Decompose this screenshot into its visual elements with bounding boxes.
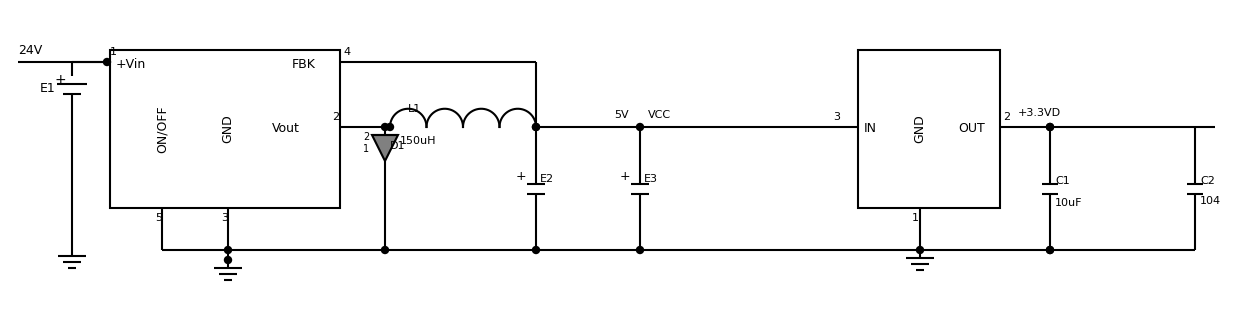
Circle shape (1047, 246, 1054, 253)
Circle shape (224, 246, 232, 253)
Text: 2: 2 (363, 132, 369, 142)
Text: +Vin: +Vin (116, 59, 146, 71)
Circle shape (386, 124, 394, 131)
Text: 5: 5 (155, 213, 162, 223)
Text: 1: 1 (363, 144, 369, 154)
Text: +: + (621, 170, 630, 183)
Bar (858, 50, 1001, 208)
Text: +: + (516, 170, 527, 183)
Text: ON/OFF: ON/OFF (156, 105, 168, 153)
Circle shape (532, 124, 540, 131)
Text: FBK: FBK (292, 59, 316, 71)
Circle shape (1047, 124, 1054, 131)
Text: 104: 104 (1200, 196, 1221, 205)
Text: GND: GND (913, 115, 927, 143)
Text: E3: E3 (644, 173, 658, 183)
Text: GND: GND (222, 115, 234, 143)
Text: C1: C1 (1055, 175, 1070, 186)
Text: 24V: 24V (17, 44, 42, 57)
Text: E1: E1 (40, 83, 56, 95)
Polygon shape (373, 135, 397, 161)
Text: 10uF: 10uF (1055, 197, 1083, 207)
Circle shape (1047, 246, 1054, 253)
Text: 1: 1 (110, 47, 117, 57)
Circle shape (103, 59, 111, 66)
Circle shape (381, 246, 389, 253)
Circle shape (637, 246, 643, 253)
Text: D1: D1 (390, 141, 405, 151)
Circle shape (381, 124, 389, 131)
Text: C2: C2 (1200, 175, 1215, 186)
Text: 1: 1 (912, 213, 920, 223)
Text: VCC: VCC (648, 110, 672, 120)
Text: IN: IN (863, 123, 877, 135)
Text: 3: 3 (834, 112, 840, 122)
Text: +3.3VD: +3.3VD (1018, 108, 1062, 118)
Bar (110, 50, 340, 208)
Text: Vout: Vout (272, 123, 300, 135)
Circle shape (532, 124, 540, 131)
Circle shape (637, 124, 643, 131)
Text: 5V: 5V (614, 110, 629, 120)
Text: E2: E2 (540, 173, 554, 183)
Circle shape (1047, 124, 1054, 131)
Circle shape (917, 246, 923, 253)
Text: L1: L1 (407, 104, 421, 114)
Text: OUT: OUT (958, 123, 984, 135)
Text: 2: 2 (1003, 112, 1011, 122)
Text: +: + (54, 73, 66, 87)
Circle shape (224, 257, 232, 263)
Circle shape (532, 246, 540, 253)
Text: 4: 4 (343, 47, 350, 57)
Text: 2: 2 (331, 112, 339, 122)
Text: 150uH: 150uH (400, 136, 436, 146)
Text: 3: 3 (221, 213, 228, 223)
